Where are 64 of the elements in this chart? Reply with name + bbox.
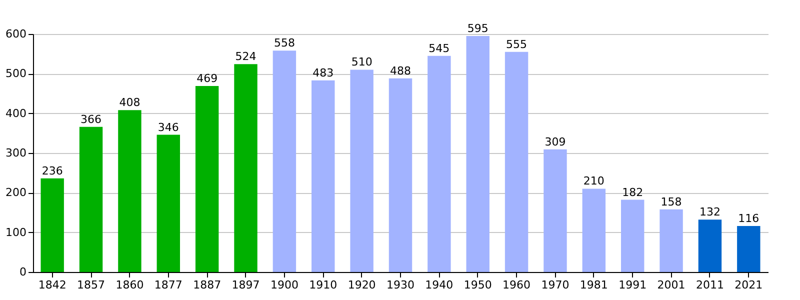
data-label: 595 — [467, 22, 488, 35]
bar — [118, 110, 142, 272]
data-label: 483 — [312, 66, 334, 80]
y-tick-label: 600 — [6, 28, 26, 40]
x-tick-label: 1920 — [348, 278, 376, 292]
data-label: 558 — [274, 36, 295, 50]
x-tick-label: 1981 — [580, 278, 608, 292]
x-tick-label: 2011 — [696, 278, 724, 292]
x-tick-label: 1900 — [270, 278, 298, 292]
data-label: 236 — [42, 164, 63, 178]
bar — [582, 188, 606, 272]
bar — [621, 200, 644, 272]
data-label: 524 — [235, 50, 256, 64]
data-label: 346 — [158, 120, 179, 134]
bar — [388, 78, 412, 272]
data-label: 158 — [660, 195, 682, 208]
data-label: 545 — [428, 42, 450, 55]
data-label: 510 — [351, 56, 372, 69]
bar — [234, 64, 258, 272]
y-tick-label: 100 — [6, 226, 26, 239]
bar — [737, 226, 760, 272]
bar — [428, 56, 451, 272]
x-tick-label: 2021 — [734, 278, 763, 292]
data-label: 210 — [583, 174, 604, 188]
data-label: 309 — [544, 135, 566, 148]
y-tick-label: 400 — [6, 106, 26, 120]
x-tick-label: 1860 — [116, 278, 144, 292]
data-label: 555 — [506, 38, 528, 51]
bar — [544, 149, 567, 272]
data-label: 366 — [80, 112, 102, 126]
data-label: 488 — [390, 64, 411, 78]
bar — [40, 178, 64, 272]
x-tick-label: 1857 — [77, 278, 106, 292]
data-label: 116 — [738, 212, 760, 225]
x-tick-label: 1877 — [154, 278, 182, 292]
y-tick-label: 0 — [20, 266, 26, 278]
bar — [466, 36, 490, 272]
bar — [660, 209, 683, 272]
data-label: 408 — [119, 96, 140, 110]
bar — [79, 126, 103, 272]
bar — [698, 220, 722, 272]
bar — [312, 80, 335, 272]
data-label: 132 — [699, 206, 720, 219]
x-tick-label: 1970 — [541, 278, 570, 292]
bar — [504, 52, 528, 272]
x-tick-label: 1887 — [193, 278, 222, 292]
y-tick-label: 300 — [6, 146, 26, 160]
bar — [156, 134, 180, 272]
x-tick-label: 1930 — [386, 278, 414, 292]
bar — [195, 86, 219, 272]
x-tick-label: 2001 — [657, 278, 686, 292]
data-label: 469 — [196, 72, 218, 85]
bar — [350, 70, 374, 272]
data-label: 182 — [622, 186, 644, 199]
y-tick-label: 500 — [6, 67, 26, 80]
x-tick-label: 1940 — [425, 278, 454, 292]
x-tick-label: 1950 — [464, 278, 492, 292]
y-tick-label: 200 — [6, 186, 26, 200]
x-tick-label: 1910 — [309, 278, 338, 292]
x-tick-label: 1960 — [502, 278, 531, 292]
x-tick-label: 1842 — [38, 278, 66, 292]
x-tick-label: 1991 — [618, 278, 647, 292]
x-tick-label: 1897 — [232, 278, 260, 292]
bar — [272, 50, 296, 272]
